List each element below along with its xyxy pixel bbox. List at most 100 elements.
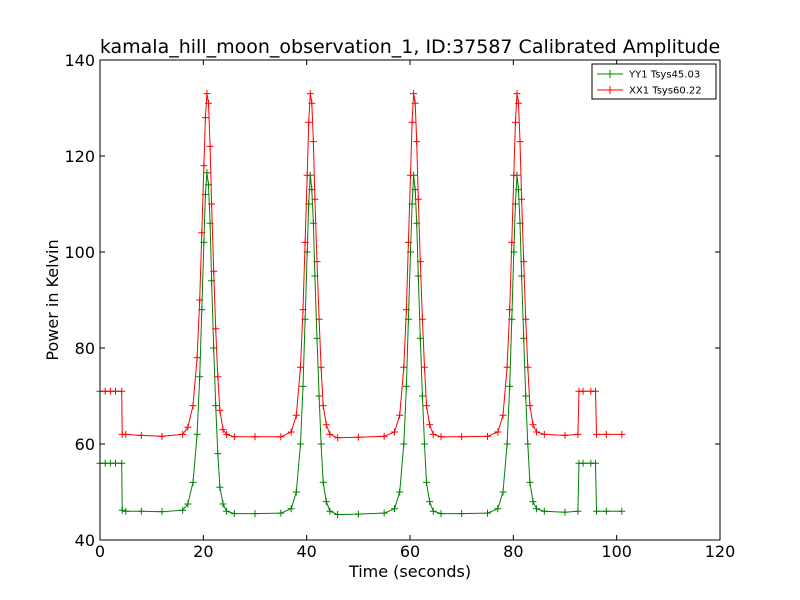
- data-point-xx1: [506, 306, 514, 314]
- data-point-xx1: [315, 315, 323, 323]
- data-point-yy1: [334, 511, 342, 519]
- data-point-yy1: [591, 459, 599, 467]
- data-point-yy1: [179, 506, 187, 514]
- chart-title: kamala_hill_moon_observation_1, ID:37587…: [100, 36, 720, 58]
- data-point-xx1: [287, 428, 295, 436]
- plot-frame: [99, 59, 721, 541]
- data-point-xx1: [561, 431, 569, 439]
- x-tick-label: 80: [503, 542, 523, 561]
- data-point-xx1: [251, 433, 259, 441]
- legend-box: [591, 63, 717, 100]
- data-point-yy1: [593, 507, 601, 515]
- data-point-yy1: [429, 507, 437, 515]
- data-point-xx1: [484, 432, 491, 440]
- data-point-xx1: [416, 258, 424, 266]
- data-point-xx1: [413, 138, 421, 146]
- data-point-yy1: [277, 509, 285, 517]
- y-axis-label: Power in Kelvin: [43, 239, 62, 360]
- data-point-yy1: [529, 498, 537, 506]
- data-point-xx1: [540, 430, 548, 438]
- data-point-xx1: [306, 90, 314, 98]
- legend-marker-xx1: [606, 86, 614, 94]
- data-point-yy1: [216, 483, 224, 491]
- data-point-xx1: [206, 142, 214, 150]
- x-tick-label: 120: [705, 542, 736, 561]
- data-point-yy1: [122, 507, 130, 515]
- data-point-yy1: [118, 506, 126, 514]
- data-point-xx1: [308, 99, 316, 107]
- x-tick-label: 100: [601, 542, 632, 561]
- legend-marker-yy1: [606, 70, 614, 78]
- data-point-xx1: [510, 171, 518, 179]
- data-point-xx1: [380, 432, 388, 440]
- x-axis-label: Time (seconds): [348, 562, 471, 581]
- data-point-yy1: [506, 382, 514, 390]
- data-point-xx1: [203, 90, 211, 98]
- legend: YY1 Tsys45.03 XX1 Tsys60.22: [591, 63, 717, 100]
- data-point-yy1: [219, 500, 227, 508]
- data-point-yy1: [212, 402, 220, 410]
- data-point-xx1: [426, 421, 434, 429]
- data-point-yy1: [380, 509, 388, 517]
- data-point-yy1: [193, 430, 201, 438]
- data-point-xx1: [518, 195, 526, 203]
- data-point-xx1: [223, 430, 231, 438]
- data-point-yy1: [354, 510, 362, 518]
- series-layer: [96, 90, 626, 519]
- data-point-yy1: [158, 508, 166, 516]
- data-point-xx1: [408, 118, 416, 126]
- data-point-xx1: [112, 387, 119, 395]
- data-point-xx1: [230, 433, 238, 441]
- data-point-xx1: [396, 411, 404, 419]
- data-point-yy1: [416, 334, 424, 342]
- data-point-yy1: [391, 505, 398, 513]
- data-point-yy1: [503, 440, 511, 448]
- data-point-xx1: [420, 363, 428, 371]
- series-line-yy1: [100, 172, 622, 516]
- data-point-xx1: [200, 162, 208, 170]
- data-point-xx1: [522, 315, 530, 323]
- data-point-xx1: [602, 430, 610, 438]
- data-point-xx1: [205, 99, 212, 107]
- data-point-yy1: [322, 498, 330, 506]
- data-point-xx1: [414, 195, 422, 203]
- data-point-yy1: [203, 169, 211, 177]
- data-point-xx1: [189, 402, 197, 410]
- data-point-xx1: [137, 431, 145, 439]
- data-point-xx1: [503, 363, 511, 371]
- y-tick-label: 40: [75, 531, 95, 550]
- data-point-yy1: [499, 488, 507, 496]
- data-point-xx1: [354, 433, 362, 441]
- data-point-yy1: [292, 488, 300, 496]
- data-point-yy1: [326, 507, 334, 515]
- data-point-xx1: [529, 421, 537, 429]
- data-point-yy1: [561, 508, 569, 516]
- data-point-xx1: [118, 387, 126, 395]
- data-point-xx1: [402, 306, 410, 314]
- data-point-xx1: [618, 430, 626, 438]
- data-point-yy1: [423, 478, 431, 486]
- data-point-yy1: [540, 507, 548, 515]
- data-point-xx1: [311, 195, 319, 203]
- data-point-yy1: [484, 509, 491, 517]
- data-point-yy1: [522, 392, 530, 400]
- data-point-xx1: [301, 238, 309, 246]
- data-point-xx1: [277, 433, 285, 441]
- data-point-xx1: [593, 430, 601, 438]
- data-point-xx1: [515, 99, 522, 107]
- data-point-yy1: [296, 440, 304, 448]
- data-point-yy1: [396, 488, 404, 496]
- data-point-xx1: [423, 402, 431, 410]
- data-point-xx1: [193, 354, 201, 362]
- series-line-xx1: [100, 93, 622, 439]
- x-tick-label: 60: [400, 542, 420, 561]
- data-point-yy1: [418, 392, 426, 400]
- data-point-yy1: [317, 440, 325, 448]
- data-point-xx1: [196, 296, 204, 304]
- data-point-yy1: [494, 505, 502, 513]
- data-point-xx1: [212, 325, 220, 333]
- data-point-yy1: [299, 382, 307, 390]
- data-point-xx1: [326, 430, 334, 438]
- data-point-xx1: [122, 430, 130, 438]
- data-point-yy1: [287, 505, 295, 513]
